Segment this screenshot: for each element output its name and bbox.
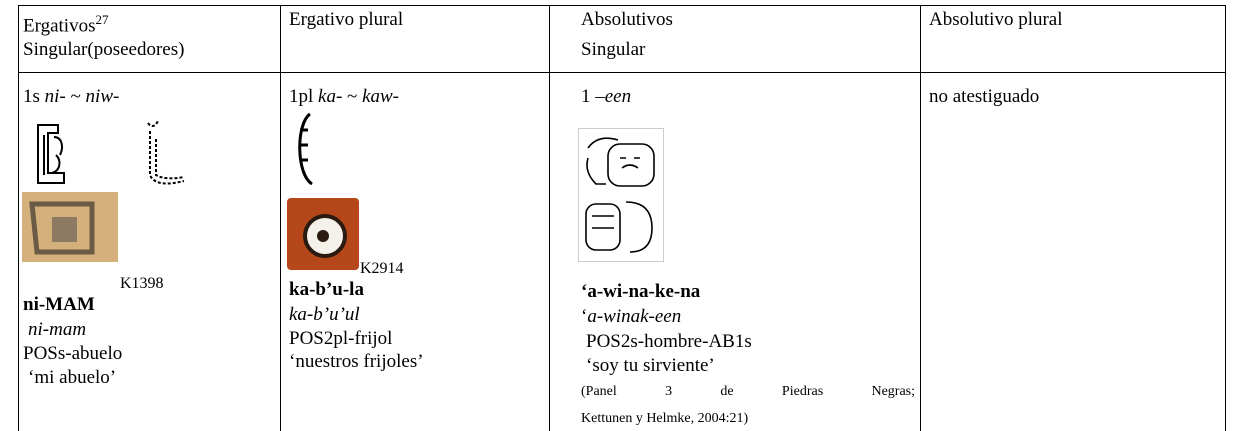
prefix: ka-: [318, 86, 343, 107]
gloss: POSs-abuelo: [23, 343, 123, 364]
transliteration: ka-b’u-la: [289, 279, 364, 300]
footnote-ref: 27: [95, 12, 109, 27]
transcription: ka-b’u’ul: [289, 304, 360, 325]
separator: ~: [347, 86, 358, 107]
table-border: [549, 5, 550, 431]
affix-line: 1 –een: [581, 86, 631, 108]
header-text: Ergativo plural: [289, 9, 404, 30]
alt-prefix: niw-: [85, 86, 120, 107]
transcription: ni-mam: [28, 319, 87, 340]
table-border: [920, 5, 921, 431]
table-border: [280, 5, 281, 431]
source: K1398: [120, 275, 164, 292]
alt-prefix: kaw-: [362, 86, 400, 107]
affix-line: 1s ni- ~ niw-: [23, 86, 119, 108]
person: 1s: [23, 86, 40, 107]
header-text: Singular(poseedores): [23, 39, 185, 60]
transliteration: ni-MAM: [23, 294, 95, 315]
transliteration: ‘a-wi-na-ke-na: [581, 281, 701, 302]
header-text: Absolutivo plural: [929, 9, 1063, 30]
header-cell: Ergativos27: [23, 9, 108, 37]
translation: ‘nuestros frijoles’: [289, 351, 424, 372]
glyph-drawing: [298, 112, 313, 186]
header-text: Ergativos: [23, 15, 96, 37]
translation: ‘soy tu sirviente’: [586, 355, 715, 376]
glyph-drawing: [578, 128, 664, 262]
glyph-photo: [287, 198, 359, 270]
source: K2914: [360, 260, 404, 277]
affix-line: 1pl ka- ~ kaw-: [289, 86, 399, 108]
header-text: Singular: [581, 39, 646, 60]
quote-mark: ‘: [581, 306, 588, 327]
transcription: a-winak-een: [587, 306, 682, 327]
prefix: ni-: [44, 86, 66, 107]
table-border: [18, 72, 1226, 73]
table-border: [1225, 5, 1226, 431]
gloss: POS2pl-frijol: [289, 328, 393, 349]
table-border: [18, 5, 1226, 6]
header-text: Absolutivos: [581, 9, 673, 30]
transcription-line: ‘a-winak-een: [581, 306, 681, 328]
gloss: POS2s-hombre-AB1s: [586, 331, 752, 352]
glyph-photo: [22, 192, 118, 262]
reference: Kettunen y Helmke, 2004:21): [581, 411, 749, 426]
table-border: [18, 5, 19, 431]
cell-text: no atestiguado: [929, 86, 1040, 107]
reference: (Panel 3 de Piedras Negras;: [581, 384, 915, 399]
glyph-drawings: [37, 120, 185, 185]
translation: ‘mi abuelo’: [28, 367, 117, 388]
person: 1pl: [289, 86, 314, 107]
person: 1: [581, 86, 591, 107]
separator: ~: [70, 86, 81, 107]
suffix: –een: [595, 86, 632, 107]
